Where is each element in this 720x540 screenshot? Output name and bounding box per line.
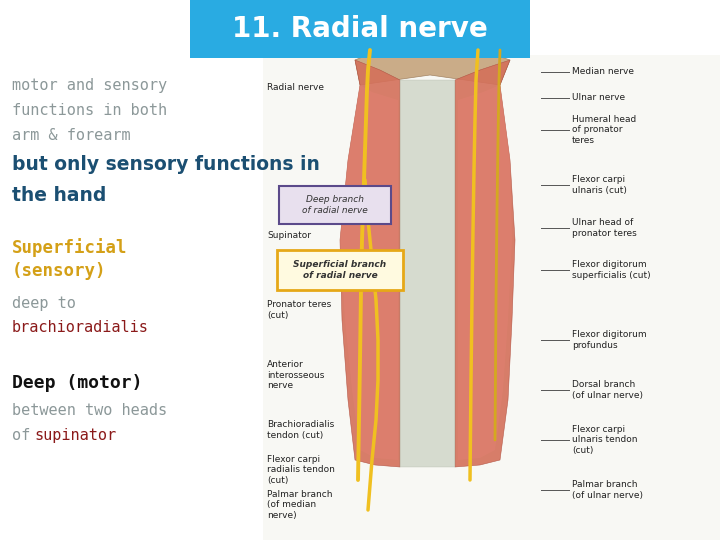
Text: Superficial branch
of radial nerve: Superficial branch of radial nerve: [294, 260, 387, 280]
Polygon shape: [400, 80, 455, 467]
Text: Humeral head
of pronator
teres: Humeral head of pronator teres: [572, 115, 636, 145]
Text: Dorsal branch
(of ulnar nerve): Dorsal branch (of ulnar nerve): [572, 380, 643, 400]
Text: Flexor carpi
ulnaris (cut): Flexor carpi ulnaris (cut): [572, 176, 627, 195]
Polygon shape: [340, 85, 398, 460]
Text: Deep branch
of radial nerve: Deep branch of radial nerve: [302, 195, 368, 215]
Text: Palmar branch
(of median
nerve): Palmar branch (of median nerve): [267, 490, 333, 520]
Text: Palmar branch
(of ulnar nerve): Palmar branch (of ulnar nerve): [572, 480, 643, 500]
Text: Radial nerve: Radial nerve: [267, 84, 324, 92]
Polygon shape: [355, 47, 510, 85]
Text: Brachioradialis
tendon (cut): Brachioradialis tendon (cut): [267, 420, 334, 440]
Text: Median nerve: Median nerve: [572, 68, 634, 77]
Text: Anterior
interosseous
nerve: Anterior interosseous nerve: [267, 360, 325, 390]
Text: 11. Radial nerve: 11. Radial nerve: [232, 15, 488, 43]
Text: Ulnar nerve: Ulnar nerve: [572, 93, 625, 103]
Text: Flexor digitorum
superficialis (cut): Flexor digitorum superficialis (cut): [572, 260, 651, 280]
Bar: [263, 55, 720, 540]
Polygon shape: [458, 85, 512, 460]
Text: Superficial: Superficial: [12, 238, 127, 257]
Bar: [277, 250, 403, 290]
Text: motor and sensory: motor and sensory: [12, 78, 167, 93]
Text: Flexor carpi
ulnaris tendon
(cut): Flexor carpi ulnaris tendon (cut): [572, 425, 637, 455]
Text: Ulnar head of
pronator teres: Ulnar head of pronator teres: [572, 218, 636, 238]
Text: Flexor carpi
radialis tendon
(cut): Flexor carpi radialis tendon (cut): [267, 455, 335, 485]
Polygon shape: [340, 60, 400, 467]
Text: but only sensory functions in: but only sensory functions in: [12, 155, 320, 174]
Text: functions in both: functions in both: [12, 103, 167, 118]
Text: Deep (motor): Deep (motor): [12, 374, 143, 392]
Text: of: of: [12, 428, 40, 443]
Text: the hand: the hand: [12, 186, 107, 205]
Text: Pronator teres
(cut): Pronator teres (cut): [267, 300, 331, 320]
Polygon shape: [455, 60, 515, 467]
Bar: [190, 0, 530, 58]
Text: Flexor digitorum
profundus: Flexor digitorum profundus: [572, 330, 647, 350]
Text: (sensory): (sensory): [12, 262, 107, 280]
Text: arm & forearm: arm & forearm: [12, 128, 130, 143]
Text: brachioradialis: brachioradialis: [12, 320, 149, 335]
Bar: [279, 186, 391, 224]
Text: deep to: deep to: [12, 296, 76, 311]
Text: supinator: supinator: [34, 428, 116, 443]
Text: Supinator: Supinator: [267, 231, 311, 240]
Text: between two heads: between two heads: [12, 403, 167, 418]
